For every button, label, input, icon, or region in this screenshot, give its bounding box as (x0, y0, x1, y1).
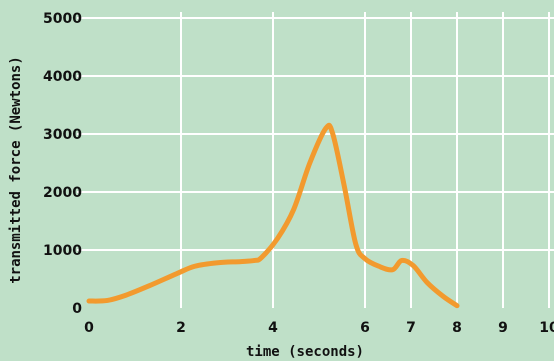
y-tick-label: 3000 (43, 127, 82, 143)
y-tick-label: 1000 (43, 243, 82, 259)
y-tick-label: 4000 (43, 69, 82, 85)
x-tick-label: 8 (452, 320, 462, 336)
tick-labels: 0 2 4 6 7 8 9 10 0 1000 2000 3000 4000 5000 (43, 11, 554, 336)
x-tick-label: 7 (406, 320, 416, 336)
y-tick-label: 0 (72, 301, 82, 317)
x-tick-label: 6 (360, 320, 370, 336)
x-tick-label: 10 (539, 320, 554, 336)
y-tick-label: 2000 (43, 185, 82, 201)
force-series-line (86, 122, 460, 309)
series-layer (86, 122, 460, 309)
y-tick-label: 5000 (43, 11, 82, 27)
x-tick-label: 4 (268, 320, 278, 336)
x-axis-label: time (seconds) (246, 344, 364, 360)
x-tick-label: 0 (84, 320, 94, 336)
x-tick-label: 9 (498, 320, 508, 336)
grid (77, 12, 554, 308)
y-axis-label: transmitted force (Newtons) (8, 56, 24, 284)
x-tick-label: 2 (176, 320, 186, 336)
